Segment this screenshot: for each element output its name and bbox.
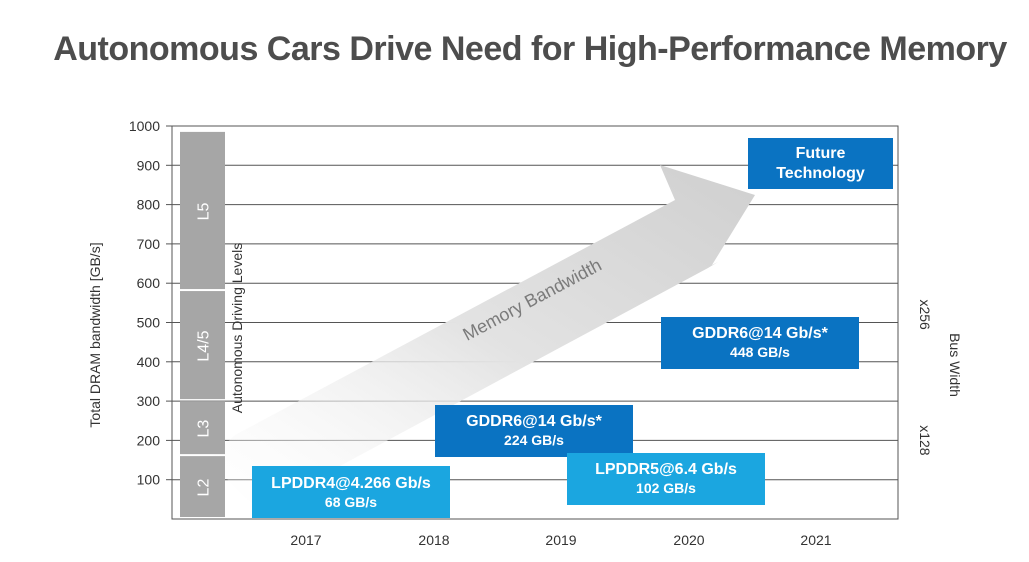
driving-level-label: L2 xyxy=(196,479,213,497)
driving-level-l5 xyxy=(180,131,225,290)
memory-box-bandwidth: 224 GB/s xyxy=(504,432,564,449)
y-tick-label: 500 xyxy=(137,315,161,331)
memory-box-bandwidth: 448 GB/s xyxy=(730,344,790,361)
driving-level-l4-5 xyxy=(180,291,225,400)
driving-level-label: L4/5 xyxy=(196,330,213,361)
memory-box: LPDDR5@6.4 Gb/s 102 GB/s xyxy=(567,452,765,505)
x-tick-label: 2019 xyxy=(545,532,576,548)
x-tick-label: 2021 xyxy=(800,532,831,548)
plot-frame xyxy=(171,125,899,520)
y-tick-label: 800 xyxy=(137,197,161,213)
y-tick-label: 200 xyxy=(137,432,161,448)
page-title: Autonomous Cars Drive Need for High-Perf… xyxy=(53,30,1007,68)
driving-level-l2 xyxy=(180,456,225,517)
y-tick-label: 900 xyxy=(137,157,161,173)
y-tick-label: 1000 xyxy=(129,118,160,134)
y-tick-label: 600 xyxy=(137,275,161,291)
x-tick-label: 2017 xyxy=(290,532,321,548)
memory-box-label: LPDDR4@4.266 Gb/s xyxy=(271,474,431,492)
memory-box-label: GDDR6@14 Gb/s* xyxy=(466,413,602,431)
driving-level-label: L5 xyxy=(196,202,213,220)
memory-box-label: GDDR6@14 Gb/s* xyxy=(692,325,828,343)
x-tick-label: 2018 xyxy=(418,532,449,548)
y-tick-label: 400 xyxy=(137,354,161,370)
driving-levels-label: Autonomous Driving Levels xyxy=(229,243,245,413)
driving-level-label: L3 xyxy=(196,420,213,438)
y-tick-label: 300 xyxy=(137,393,161,409)
future-technology-box: Future Technology xyxy=(748,138,893,189)
bus-width-x128: x128 xyxy=(917,425,933,456)
memory-bandwidth-arrow xyxy=(208,165,755,510)
memory-box: GDDR6@14 Gb/s* 448 GB/s xyxy=(661,316,859,369)
y-tick-label: 100 xyxy=(137,472,161,488)
bus-width-x256: x256 xyxy=(917,299,933,330)
memory-box-label: LPDDR5@6.4 Gb/s xyxy=(595,461,737,479)
future-technology-label: Technology xyxy=(776,164,865,182)
x-tick-label: 2020 xyxy=(673,532,704,548)
memory-box-bandwidth: 68 GB/s xyxy=(324,493,378,510)
memory-box-bandwidth: 102 GB/s xyxy=(636,480,696,497)
bus-width-label: Bus Width xyxy=(947,333,963,397)
memory-box: LPDDR4@4.266 Gb/s 68 GB/s xyxy=(252,466,450,519)
driving-level-l3 xyxy=(180,401,225,455)
future-technology-label: Future xyxy=(795,144,846,162)
memory-box: GDDR6@14 Gb/s* 224 GB/s xyxy=(435,404,633,457)
y-axis-label: Total DRAM bandwidth [GB/s] xyxy=(87,242,103,427)
y-tick-label: 700 xyxy=(137,236,161,252)
